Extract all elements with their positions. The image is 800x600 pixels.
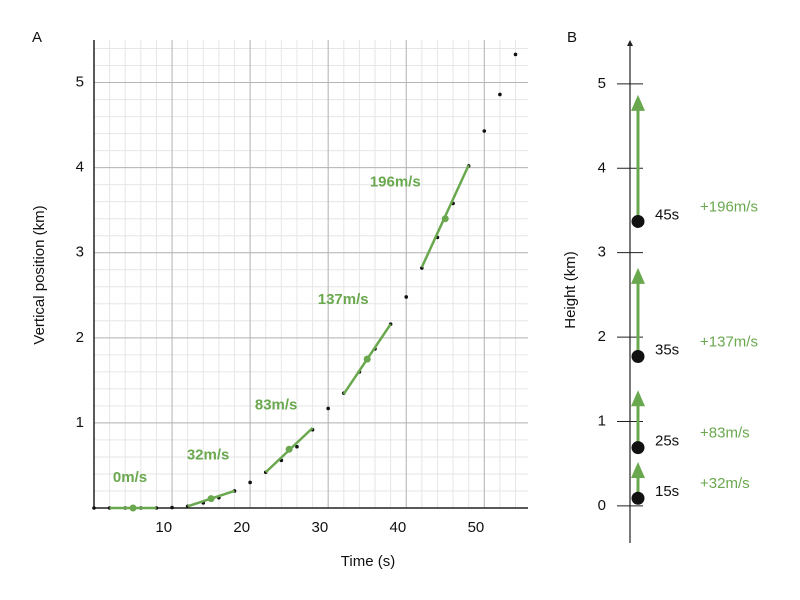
- y-tick-label: 2: [76, 329, 84, 346]
- velocity-label: 0m/s: [113, 469, 147, 486]
- panel-label: A: [32, 29, 42, 46]
- time-label: 35s: [655, 341, 679, 358]
- velocity-label: +196m/s: [700, 198, 758, 215]
- panel-label: B: [567, 29, 577, 46]
- data-point: [92, 506, 96, 510]
- tangent-point: [285, 445, 293, 453]
- velocity-label: 137m/s: [318, 291, 369, 308]
- y-tick-label: 1: [76, 414, 84, 431]
- velocity-label: 196m/s: [370, 174, 421, 191]
- y-tick-label: 2: [598, 328, 606, 345]
- arrow-head: [631, 267, 645, 284]
- time-label: 45s: [655, 206, 679, 223]
- x-tick-label: 50: [468, 519, 485, 536]
- y-tick-label: 3: [598, 244, 606, 261]
- x-tick-label: 10: [155, 519, 172, 536]
- y-tick-label: 5: [598, 75, 606, 92]
- height-point: [631, 214, 645, 228]
- tangent-point: [441, 215, 449, 223]
- y-tick-label: 4: [598, 159, 606, 176]
- tangent-point: [207, 495, 215, 503]
- velocity-label: 83m/s: [255, 396, 298, 413]
- data-point: [404, 295, 409, 299]
- y-tick-label: 1: [598, 412, 606, 429]
- velocity-label: +83m/s: [700, 425, 750, 442]
- y-tick-label: 3: [76, 244, 84, 261]
- data-point: [295, 444, 299, 449]
- arrow-head: [631, 461, 645, 478]
- y-tick-label: 0: [598, 497, 606, 514]
- tangent-point: [363, 355, 371, 363]
- x-tick-label: 20: [233, 519, 250, 536]
- y-axis-title: Vertical position (km): [31, 205, 48, 344]
- tangent-point: [129, 504, 137, 512]
- x-tick-label: 30: [311, 519, 328, 536]
- data-point: [248, 480, 252, 485]
- time-label: 15s: [655, 483, 679, 500]
- y-tick-label: 5: [76, 74, 84, 91]
- velocity-label: +137m/s: [700, 333, 758, 350]
- data-point: [326, 406, 330, 411]
- height-point: [631, 491, 645, 505]
- axis-arrow: [627, 40, 633, 46]
- height-point: [631, 349, 645, 363]
- y-axis-title: Height (km): [562, 251, 579, 329]
- height-point: [631, 441, 645, 455]
- velocity-label: 32m/s: [187, 447, 230, 464]
- arrow-head: [631, 94, 645, 111]
- x-axis-title: Time (s): [341, 553, 395, 570]
- time-label: 25s: [655, 433, 679, 450]
- x-tick-label: 40: [390, 519, 407, 536]
- velocity-label: +32m/s: [700, 475, 750, 492]
- data-point: [498, 92, 502, 97]
- data-point: [170, 505, 174, 510]
- y-tick-label: 4: [76, 159, 84, 176]
- data-point: [513, 52, 518, 57]
- data-point: [482, 129, 487, 133]
- arrow-head: [631, 390, 645, 407]
